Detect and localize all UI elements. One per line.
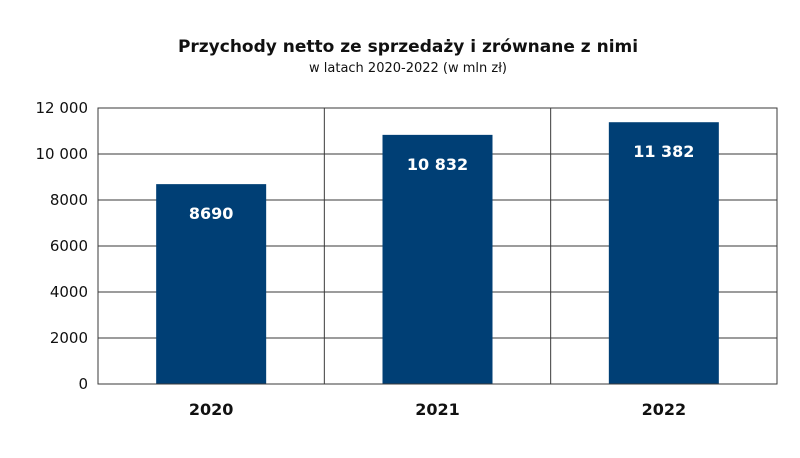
x-tick-label: 2021	[415, 400, 460, 419]
data-label: 10 832	[407, 155, 468, 174]
y-tick-label: 12 000	[36, 99, 89, 117]
y-tick-label: 10 000	[36, 145, 89, 163]
y-tick-label: 0	[78, 375, 88, 393]
y-tick-label: 8000	[50, 191, 88, 209]
bar-2022	[608, 122, 719, 385]
bar-2021	[382, 134, 493, 384]
data-label: 11 382	[633, 142, 694, 161]
y-tick-label: 2000	[50, 329, 88, 347]
plot-border	[97, 107, 778, 385]
y-tick-label: 4000	[50, 283, 88, 301]
x-tick-label: 2020	[189, 400, 234, 419]
bar-2020	[156, 184, 267, 384]
x-tick-label: 2022	[642, 400, 687, 419]
chart-title: Przychody netto ze sprzedaży i zrównane …	[178, 37, 638, 57]
plot-frame	[97, 107, 778, 385]
y-tick-label: 6000	[50, 237, 88, 255]
bars: 8690 2020 10 832 2021 11 382 2022	[156, 122, 719, 419]
chart-subtitle: w latach 2020-2022 (w mln zł)	[309, 61, 507, 76]
data-label: 8690	[189, 204, 234, 223]
